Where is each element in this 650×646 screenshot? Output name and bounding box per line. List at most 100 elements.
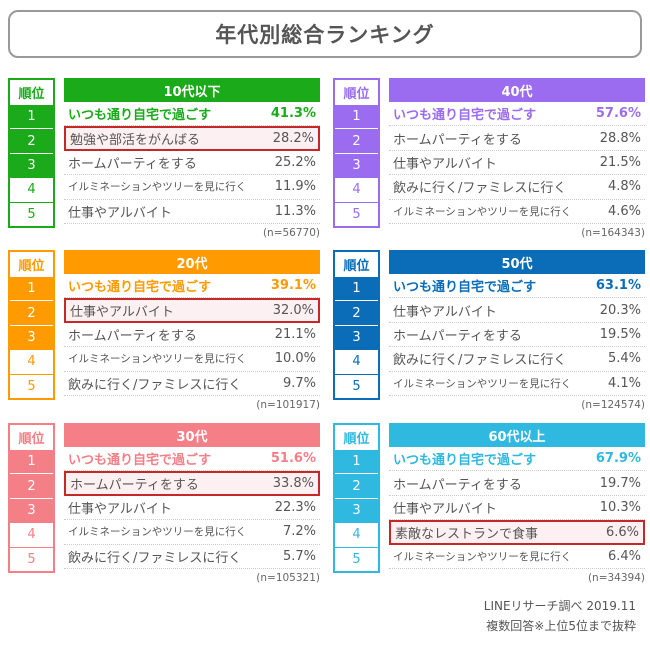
rank-number: 1: [335, 276, 378, 301]
activity-label: 飲みに行く/ファミレスに行く: [68, 377, 242, 393]
rank-header: 順位: [10, 425, 53, 449]
activity-label: イルミネーションやツリーを見に行く: [68, 181, 247, 194]
activity-label: 仕事やアルバイト: [393, 501, 497, 517]
ranking-row: いつも通り自宅で過ごす 41.3%: [64, 102, 320, 127]
ranking-list: 50代 いつも通り自宅で過ごす 63.1% 仕事やアルバイト 20.3% ホームパーティを…: [389, 250, 645, 411]
rank-number: 3: [335, 324, 378, 350]
sample-size: (n=105321): [256, 571, 320, 584]
activity-label: 仕事やアルバイト: [393, 304, 497, 320]
rank-column: 順位 1 2 3 4 5: [8, 78, 55, 228]
rank-number: 3: [335, 497, 378, 523]
percentage: 63.1%: [595, 278, 641, 294]
ranking-row: 勉強や部活をがんばる 28.2%: [64, 126, 320, 151]
percentage: 10.3%: [599, 499, 641, 515]
activity-label: いつも通り自宅で過ごす: [68, 280, 212, 296]
ranking-row: 飲みに行く/ファミレスに行く 5.4%: [389, 347, 645, 372]
percentage: 41.3%: [270, 106, 316, 122]
percentage: 6.6%: [605, 524, 639, 540]
activity-label: イルミネーションやツリーを見に行く: [393, 205, 572, 218]
sample-size: (n=56770): [262, 226, 320, 239]
ranking-row: 仕事やアルバイト 20.3%: [389, 298, 645, 323]
activity-label: 飲みに行く/ファミレスに行く: [393, 181, 567, 197]
age-header: 30代: [64, 423, 320, 447]
percentage: 7.2%: [282, 524, 316, 540]
rank-number: 2: [10, 128, 53, 153]
percentage: 51.6%: [270, 451, 316, 467]
percentage: 19.5%: [599, 326, 641, 342]
activity-label: ホームパーティをする: [393, 328, 522, 344]
rank-column: 順位 1 2 3 4 5: [333, 423, 380, 573]
ranking-row: いつも通り自宅で過ごす 51.6%: [64, 447, 320, 472]
percentage: 5.7%: [282, 548, 316, 564]
sample-size: (n=164343): [581, 226, 645, 239]
rank-number: 1: [10, 276, 53, 301]
rank-number: 1: [335, 104, 378, 129]
ranking-row: いつも通り自宅で過ごす 67.9%: [389, 447, 645, 472]
ranking-row: ホームパーティをする 21.1%: [64, 323, 320, 348]
percentage: 9.7%: [282, 375, 316, 391]
rank-header: 順位: [10, 252, 53, 276]
ranking-row: 素敵なレストランで食事 6.6%: [389, 520, 645, 545]
ranking-row: ホームパーティをする 25.2%: [64, 151, 320, 176]
rank-number: 5: [335, 201, 378, 226]
rank-column: 順位 1 2 3 4 5: [8, 250, 55, 400]
footnote: 複数回答※上位5位まで抜粋: [486, 619, 636, 633]
age-header: 20代: [64, 250, 320, 274]
rank-number: 5: [335, 546, 378, 571]
ranking-list: 40代 いつも通り自宅で過ごす 57.6% ホームパーティをする 28.8% 仕事やアルバ…: [389, 78, 645, 239]
ranking-row: 飲みに行く/ファミレスに行く 9.7%: [64, 372, 320, 396]
rank-number: 3: [335, 152, 378, 178]
activity-label: ホームパーティをする: [70, 478, 199, 494]
ranking-row: 仕事やアルバイト 11.3%: [64, 200, 320, 224]
percentage: 67.9%: [595, 451, 641, 467]
ranking-row: ホームパーティをする 28.8%: [389, 126, 645, 151]
activity-label: ホームパーティをする: [393, 132, 522, 148]
percentage: 4.6%: [607, 203, 641, 219]
activity-label: 素敵なレストランで食事: [395, 526, 539, 542]
rank-number: 4: [335, 522, 378, 547]
rank-number: 4: [10, 349, 53, 374]
percentage: 21.5%: [599, 154, 641, 170]
ranking-row: イルミネーションやツリーを見に行く 7.2%: [64, 520, 320, 545]
rank-header: 順位: [335, 252, 378, 276]
ranking-row: イルミネーションやツリーを見に行く 4.6%: [389, 200, 645, 224]
activity-label: 仕事やアルバイト: [393, 156, 497, 172]
activity-label: いつも通り自宅で過ごす: [68, 453, 212, 469]
percentage: 4.8%: [607, 179, 641, 195]
percentage: 57.6%: [595, 106, 641, 122]
percentage: 28.8%: [599, 130, 641, 146]
rank-number: 3: [10, 497, 53, 523]
ranking-row: 飲みに行く/ファミレスに行く 4.8%: [389, 175, 645, 200]
activity-label: いつも通り自宅で過ごす: [393, 280, 537, 296]
ranking-row: 仕事やアルバイト 21.5%: [389, 151, 645, 176]
percentage: 19.7%: [599, 475, 641, 491]
activity-label: 仕事やアルバイト: [70, 305, 174, 321]
rank-header: 順位: [335, 80, 378, 104]
ranking-panel: 順位 1 2 3 4 5 10代以下 いつも通り自宅で過ごす 41.3% 勉強や部活をがんばる 28…: [8, 78, 320, 243]
activity-label: ホームパーティをする: [68, 156, 197, 172]
rank-number: 5: [10, 373, 53, 398]
ranking-row: 仕事やアルバイト 22.3%: [64, 496, 320, 521]
activity-label: イルミネーションやツリーを見に行く: [393, 550, 572, 563]
age-header: 60代以上: [389, 423, 645, 447]
ranking-row: 飲みに行く/ファミレスに行く 5.7%: [64, 545, 320, 569]
age-header: 10代以下: [64, 78, 320, 102]
sample-size: (n=34394): [587, 571, 645, 584]
rank-number: 2: [335, 473, 378, 498]
rank-column: 順位 1 2 3 4 5: [333, 78, 380, 228]
activity-label: いつも通り自宅で過ごす: [393, 108, 537, 124]
ranking-row: イルミネーションやツリーを見に行く 10.0%: [64, 347, 320, 372]
activity-label: 勉強や部活をがんばる: [70, 133, 201, 149]
rank-number: 2: [10, 473, 53, 498]
rank-number: 2: [335, 300, 378, 325]
activity-label: 仕事やアルバイト: [68, 501, 172, 517]
ranking-row: いつも通り自宅で過ごす 39.1%: [64, 274, 320, 299]
percentage: 10.0%: [274, 351, 316, 367]
rank-number: 1: [10, 449, 53, 474]
ranking-row: いつも通り自宅で過ごす 63.1%: [389, 274, 645, 299]
ranking-panel: 順位 1 2 3 4 5 30代 いつも通り自宅で過ごす 51.6% ホームパーティをする 33.8…: [8, 423, 320, 588]
ranking-row: イルミネーションやツリーを見に行く 6.4%: [389, 545, 645, 569]
activity-label: イルミネーションやツリーを見に行く: [393, 377, 572, 390]
activity-label: イルミネーションやツリーを見に行く: [68, 353, 247, 366]
percentage: 21.1%: [274, 326, 316, 342]
